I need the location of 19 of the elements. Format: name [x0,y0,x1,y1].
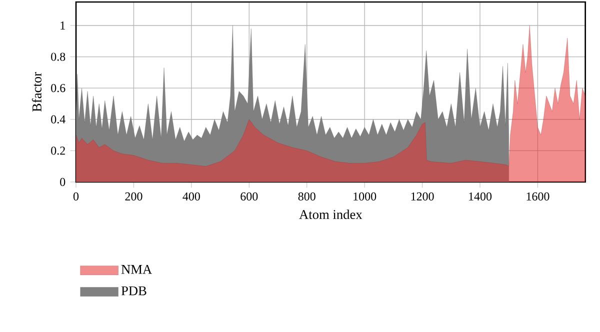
x-tick-label: 1600 [526,192,550,200]
x-tick-label: 1000 [354,192,376,200]
x-tick-label: 600 [240,192,258,200]
y-tick-label: 0.6 [51,84,66,92]
legend-label: NMA [121,264,152,274]
y-tick-label: 0.8 [51,52,66,61]
x-tick-label: 1200 [411,192,434,200]
y-tick-label: 1 [60,22,65,30]
y-tick-label: 0.4 [51,115,66,124]
x-tick-label: 200 [125,192,142,200]
x-tick-label: 1400 [469,192,492,200]
y-tick-label: 0 [60,178,66,186]
x-tick-label: 400 [182,192,200,200]
y-tick-label: 0.2 [51,146,65,155]
legend-label: PDB [121,286,146,296]
y-axis-title: Bfactor [32,72,42,112]
x-tick-label: 0 [73,192,79,200]
x-axis-title: Atom index [299,210,362,220]
x-tick-label: 800 [298,192,316,200]
